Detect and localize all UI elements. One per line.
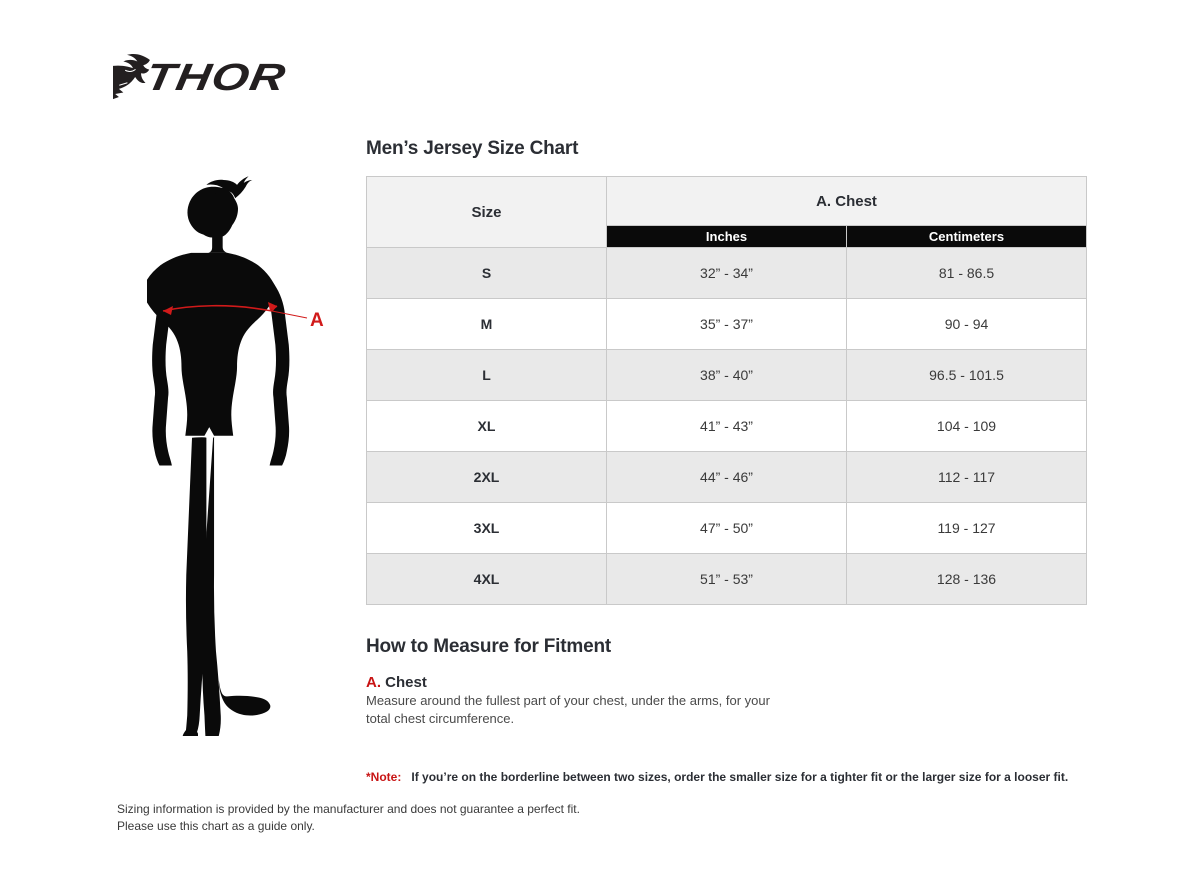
svg-text:THOR: THOR — [151, 57, 289, 99]
svg-text:A: A — [310, 310, 324, 331]
